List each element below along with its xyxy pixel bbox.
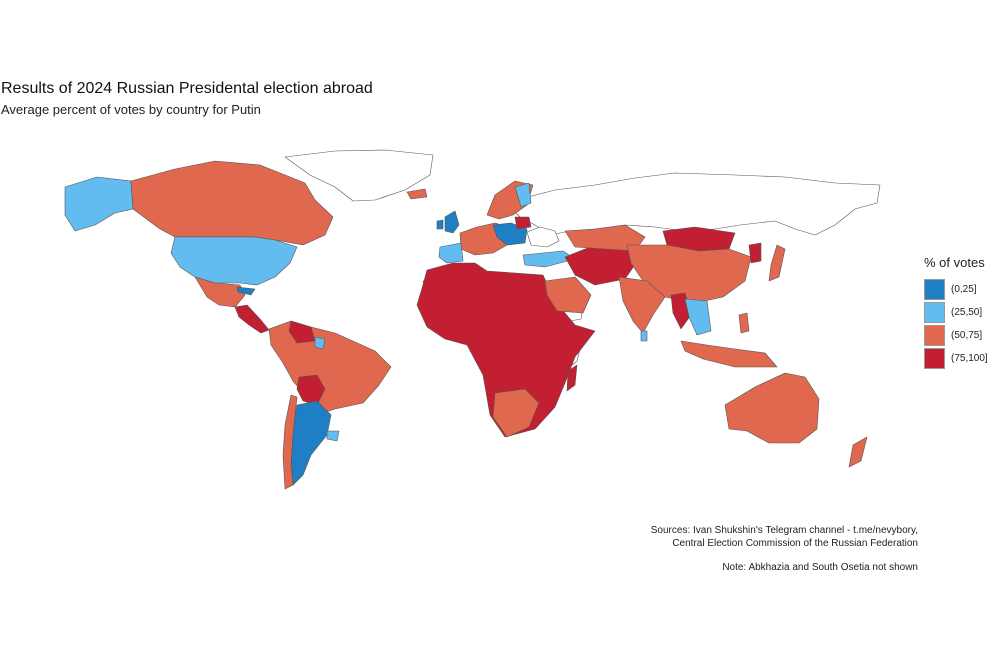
legend-swatch bbox=[924, 279, 945, 300]
world-map bbox=[64, 149, 881, 490]
legend-label: (50,75] bbox=[951, 330, 983, 341]
ukraine-region bbox=[526, 226, 560, 248]
greenland-region bbox=[284, 149, 434, 202]
sources-line-1: Sources: Ivan Shukshin's Telegram channe… bbox=[650, 525, 918, 536]
note-caption: Note: Abkhazia and South Osetia not show… bbox=[722, 562, 918, 573]
sources-line-2: Central Election Commission of the Russi… bbox=[672, 538, 918, 549]
alaska-region bbox=[64, 176, 134, 232]
finland-region bbox=[514, 182, 532, 208]
india-region bbox=[618, 276, 666, 334]
legend-label: (75,100] bbox=[951, 353, 988, 364]
map-subtitle: Average percent of votes by country for … bbox=[1, 102, 261, 117]
philippines-region bbox=[738, 312, 750, 334]
new-zealand-region bbox=[848, 436, 868, 468]
legend-label: (25,50] bbox=[951, 307, 983, 318]
central-america-region bbox=[234, 304, 270, 334]
madagascar-region bbox=[566, 364, 578, 392]
legend-item: (50,75] bbox=[924, 324, 988, 347]
south-america-region bbox=[268, 320, 392, 414]
guyana-region bbox=[314, 336, 326, 350]
japan-region bbox=[768, 244, 786, 282]
legend-item: (25,50] bbox=[924, 301, 988, 324]
north-korea-region bbox=[748, 242, 762, 264]
saudi-arabia-region bbox=[544, 276, 592, 314]
legend: % of votes (0,25] (25,50] (50,75] (75,10… bbox=[924, 255, 988, 370]
indonesia-region bbox=[680, 340, 778, 368]
iceland-region bbox=[406, 188, 428, 200]
legend-label: (0,25] bbox=[951, 284, 977, 295]
legend-item: (75,100] bbox=[924, 347, 988, 370]
russia-region bbox=[504, 172, 881, 236]
canada-region bbox=[130, 160, 334, 246]
usa-region bbox=[170, 236, 298, 286]
uk-region bbox=[444, 210, 460, 234]
mexico-region bbox=[194, 276, 246, 308]
legend-swatch bbox=[924, 325, 945, 346]
legend-swatch bbox=[924, 348, 945, 369]
australia-region bbox=[724, 372, 820, 444]
legend-title: % of votes bbox=[924, 255, 985, 270]
southeast-asia-region bbox=[684, 298, 712, 336]
venezuela-region bbox=[288, 320, 316, 344]
cuba-region bbox=[236, 286, 256, 296]
kazakhstan-region bbox=[564, 224, 646, 252]
belarus-region bbox=[514, 216, 532, 230]
africa-region bbox=[416, 262, 596, 438]
chile-region bbox=[282, 394, 298, 490]
map-title: Results of 2024 Russian Presidental elec… bbox=[1, 80, 373, 97]
legend-swatch bbox=[924, 302, 945, 323]
turkey-region bbox=[522, 250, 576, 268]
sources-caption: Sources: Ivan Shukshin's Telegram channe… bbox=[651, 524, 918, 550]
ireland-region bbox=[436, 219, 444, 230]
legend-item: (0,25] bbox=[924, 278, 988, 301]
argentina-region bbox=[290, 400, 332, 486]
sri-lanka-region bbox=[640, 330, 648, 342]
uruguay-region bbox=[326, 430, 340, 442]
iberia-region bbox=[438, 242, 464, 264]
china-region bbox=[626, 244, 752, 304]
southern-africa-region bbox=[492, 388, 540, 438]
